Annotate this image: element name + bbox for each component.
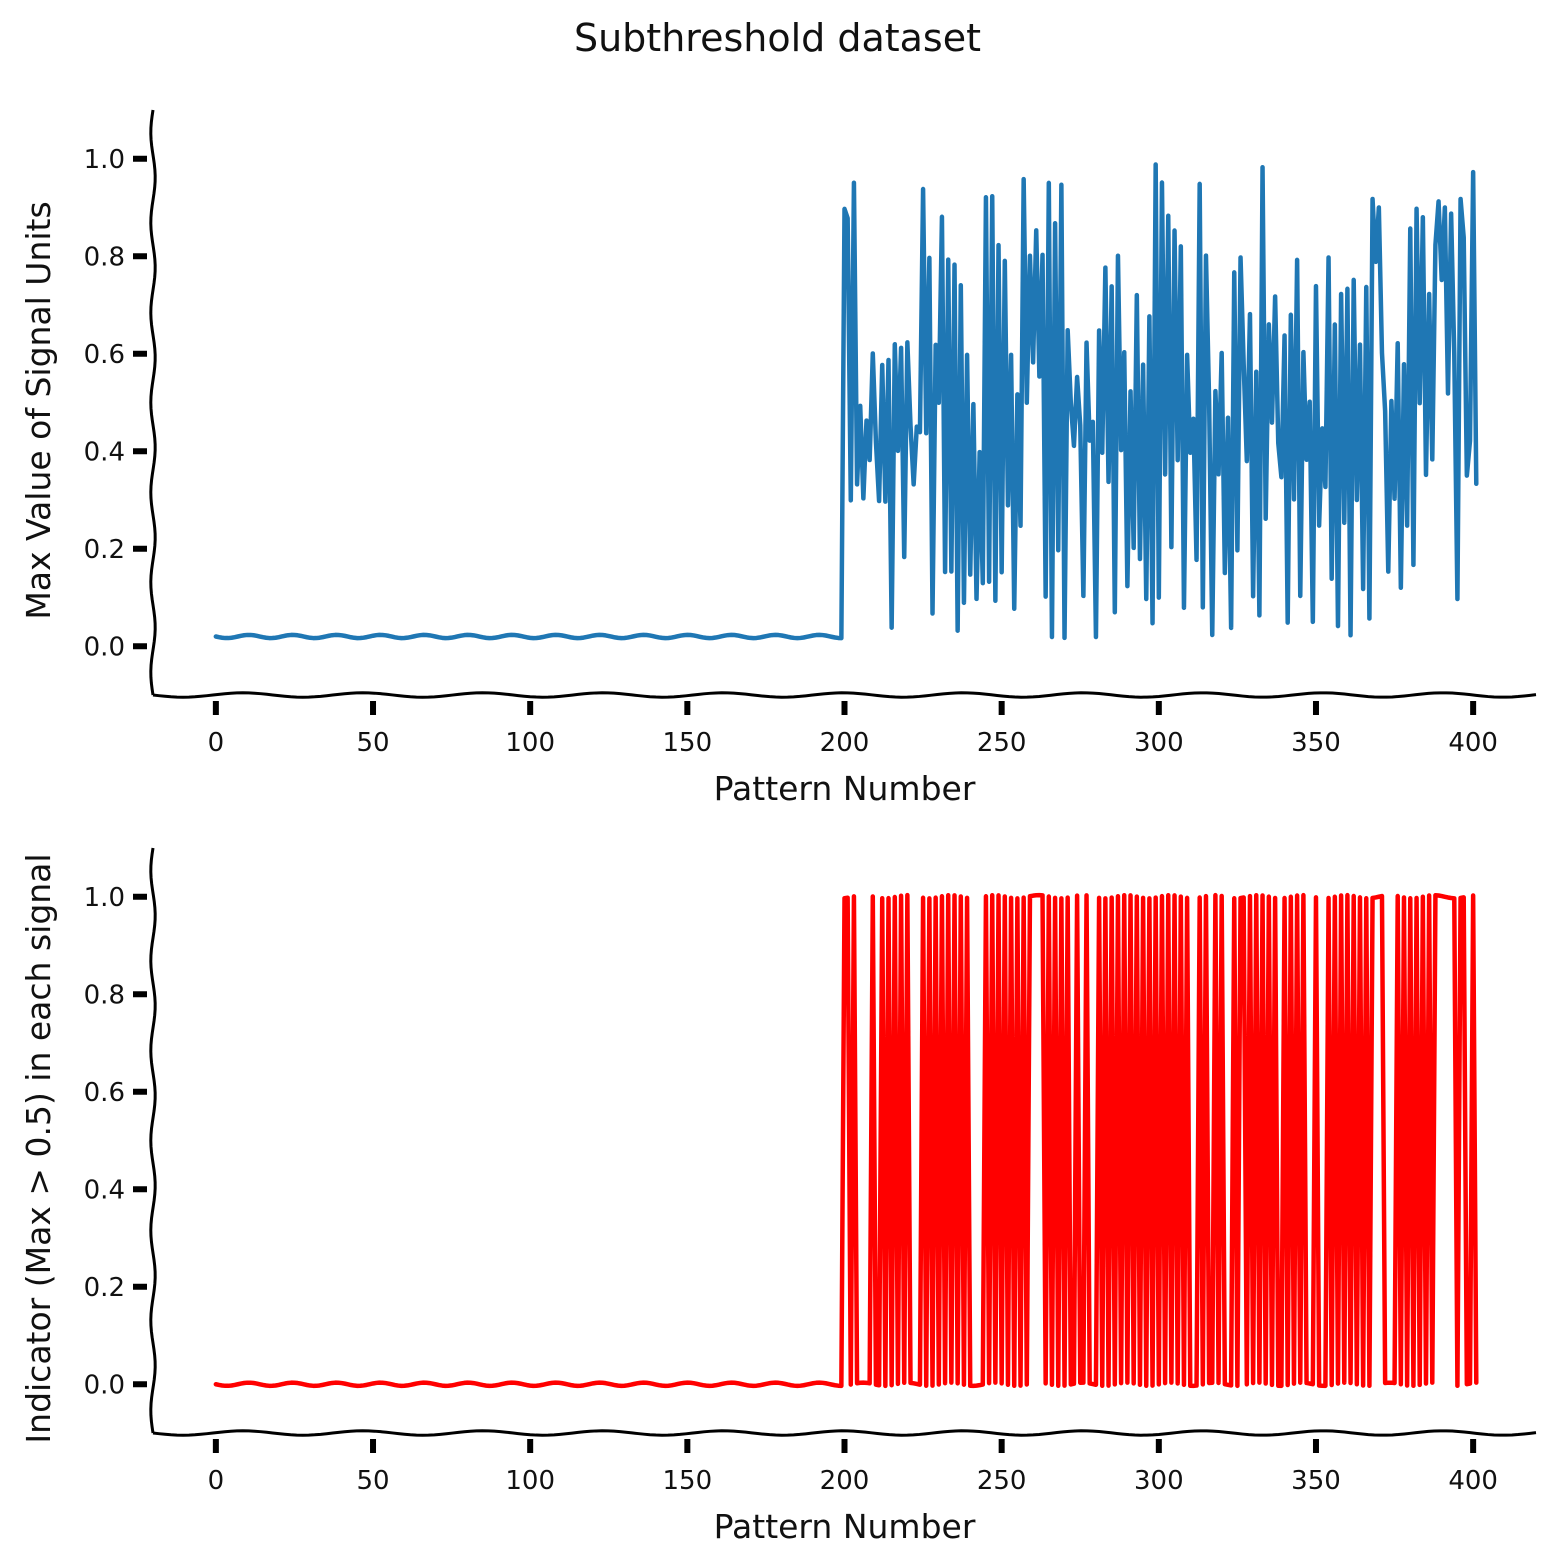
x-tick-label: 400 [1448,1466,1498,1496]
x-axis-label: Pattern Number [714,1507,976,1546]
y-tick-label: 1.0 [84,145,125,175]
x-tick-label: 150 [663,1466,713,1496]
x-tick-label: 350 [1291,1466,1341,1496]
y-axis-spine [149,109,157,696]
y-tick-label: 0.6 [84,340,125,370]
x-tick-label: 350 [1291,728,1341,758]
x-tick-label: 300 [1134,728,1184,758]
x-tick-label: 200 [820,728,870,758]
y-tick-label: 0.8 [84,980,125,1010]
figure-title: Subthreshold dataset [573,16,982,60]
x-axis-label: Pattern Number [714,769,976,808]
max-value-series-line [213,162,1479,641]
x-tick-label: 50 [356,1466,389,1496]
y-tick-label: 0.2 [84,1273,125,1303]
x-tick-label: 400 [1448,728,1498,758]
x-tick-label: 150 [663,728,713,758]
y-tick-label: 0.2 [84,535,125,565]
x-tick-label: 0 [208,1466,225,1496]
x-tick-label: 100 [505,1466,555,1496]
x-tick-label: 250 [977,728,1027,758]
x-tick-label: 50 [356,728,389,758]
top-panel: 0.0 0.2 0.4 0.6 0.8 1.0 0 50 100 150 200 250 300 350 4… [19,109,1537,808]
x-tick-label: 200 [820,1466,870,1496]
y-tick-label: 0.4 [84,437,125,467]
y-tick-label: 0.4 [84,1175,125,1205]
x-tick-label: 300 [1134,1466,1184,1496]
indicator-series-line [213,892,1479,1389]
x-axis-spine [152,691,1537,699]
x-tick-label: 100 [505,728,555,758]
y-axis-label: Max Value of Signal Units [19,201,58,619]
y-axis-spine [149,847,157,1434]
y-tick-label: 0.6 [84,1078,125,1108]
bottom-panel: 0.0 0.2 0.4 0.6 0.8 1.0 0 50 100 150 200 250 300 350 4… [19,847,1537,1546]
y-tick-label: 0.0 [84,632,125,662]
y-tick-label: 0.8 [84,242,125,272]
y-tick-label: 0.0 [84,1370,125,1400]
x-tick-label: 0 [208,728,225,758]
y-tick-label: 1.0 [84,883,125,913]
x-axis-spine [152,1429,1537,1437]
x-tick-label: 250 [977,1466,1027,1496]
y-axis-label: Indicator (Max > 0.5) in each signal [19,853,58,1443]
